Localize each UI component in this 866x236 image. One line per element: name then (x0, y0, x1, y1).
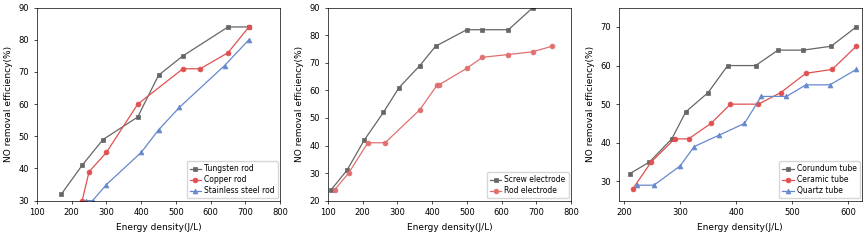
Rod electrode (546, 45, 557, 48)
Ceramic tube (628, 188, 638, 190)
Stainless steel rod (219, 64, 229, 67)
Stainless steel rod (136, 151, 146, 154)
Rod electrode (434, 84, 444, 86)
Tungsten rod (77, 164, 87, 167)
Screw electrode (527, 6, 538, 9)
Rod electrode (432, 84, 443, 86)
Corundum tube (851, 25, 862, 28)
Stainless steel rod (87, 199, 98, 202)
Line: Copper rod: Copper rod (80, 25, 251, 203)
Screw electrode (394, 86, 404, 89)
Corundum tube (751, 64, 761, 67)
Line: Quartz tube: Quartz tube (634, 67, 859, 188)
Tungsten rod (56, 193, 67, 196)
Line: Ceramic tube: Ceramic tube (630, 44, 859, 191)
Tungsten rod (153, 74, 164, 77)
Corundum tube (644, 161, 655, 164)
Copper rod (178, 67, 188, 70)
Quartz tube (649, 184, 659, 187)
Ceramic tube (726, 103, 736, 105)
Ceramic tube (683, 138, 694, 140)
Copper rod (195, 67, 205, 70)
Rod electrode (462, 67, 472, 70)
Tungsten rod (243, 25, 254, 28)
Rod electrode (477, 56, 488, 59)
Line: Corundum tube: Corundum tube (628, 25, 859, 176)
Quartz tube (675, 164, 685, 167)
Corundum tube (722, 64, 733, 67)
Ceramic tube (776, 91, 786, 94)
Ceramic tube (669, 138, 680, 140)
Corundum tube (703, 91, 714, 94)
Corundum tube (772, 49, 783, 51)
Quartz tube (714, 134, 725, 136)
Tungsten rod (223, 25, 233, 28)
Stainless steel rod (81, 199, 91, 202)
Legend: Tungsten rod, Copper rod, Stainless steel rod: Tungsten rod, Copper rod, Stainless stee… (186, 161, 278, 198)
Quartz tube (740, 122, 750, 125)
Screw electrode (342, 169, 352, 172)
Ceramic tube (851, 45, 862, 48)
Rod electrode (344, 172, 354, 174)
Copper rod (101, 151, 112, 154)
Rod electrode (527, 50, 538, 53)
Quartz tube (801, 84, 811, 86)
Rod electrode (503, 53, 514, 56)
Quartz tube (851, 68, 862, 71)
Corundum tube (667, 138, 677, 140)
Screw electrode (415, 64, 425, 67)
Line: Rod electrode: Rod electrode (333, 44, 554, 192)
Copper rod (77, 199, 87, 202)
Screw electrode (430, 45, 441, 48)
Screw electrode (503, 28, 514, 31)
Legend: Screw electrode, Rod electrode: Screw electrode, Rod electrode (487, 172, 569, 198)
Y-axis label: NO removal efficiency(%): NO removal efficiency(%) (586, 46, 595, 162)
X-axis label: Energy density(J/L): Energy density(J/L) (407, 223, 492, 232)
Rod electrode (330, 188, 340, 191)
Copper rod (243, 25, 254, 28)
Corundum tube (798, 49, 808, 51)
Quartz tube (756, 95, 766, 98)
Ceramic tube (801, 72, 811, 75)
Rod electrode (363, 141, 373, 144)
Quartz tube (689, 145, 700, 148)
Quartz tube (631, 184, 642, 187)
Tungsten rod (178, 55, 188, 57)
Ceramic tube (646, 161, 656, 164)
Line: Tungsten rod: Tungsten rod (59, 25, 251, 197)
Corundum tube (624, 172, 635, 175)
Line: Screw electrode: Screw electrode (329, 5, 535, 192)
Rod electrode (380, 141, 391, 144)
Screw electrode (359, 139, 370, 141)
Stainless steel rod (243, 38, 254, 41)
Ceramic tube (706, 122, 716, 125)
Copper rod (132, 103, 143, 105)
Copper rod (223, 51, 233, 54)
Quartz tube (781, 95, 792, 98)
Corundum tube (681, 110, 691, 113)
Y-axis label: NO removal efficiency(%): NO removal efficiency(%) (295, 46, 304, 162)
X-axis label: Energy density(J/L): Energy density(J/L) (116, 223, 202, 232)
Corundum tube (826, 45, 837, 48)
X-axis label: Energy density(J/L): Energy density(J/L) (697, 223, 783, 232)
Stainless steel rod (174, 106, 184, 109)
Legend: Corundum tube, Ceramic tube, Quartz tube: Corundum tube, Ceramic tube, Quartz tube (779, 161, 860, 198)
Line: Stainless steel rod: Stainless steel rod (83, 37, 251, 203)
Copper rod (84, 170, 94, 173)
Screw electrode (462, 28, 472, 31)
Y-axis label: NO removal efficiency(%): NO removal efficiency(%) (4, 46, 13, 162)
Ceramic tube (827, 68, 837, 71)
Screw electrode (326, 188, 337, 191)
Stainless steel rod (101, 183, 112, 186)
Quartz tube (824, 84, 835, 86)
Tungsten rod (98, 138, 108, 141)
Screw electrode (378, 111, 389, 114)
Rod electrode (415, 108, 425, 111)
Tungsten rod (132, 116, 143, 118)
Stainless steel rod (153, 128, 164, 131)
Ceramic tube (753, 103, 764, 105)
Screw electrode (477, 28, 488, 31)
